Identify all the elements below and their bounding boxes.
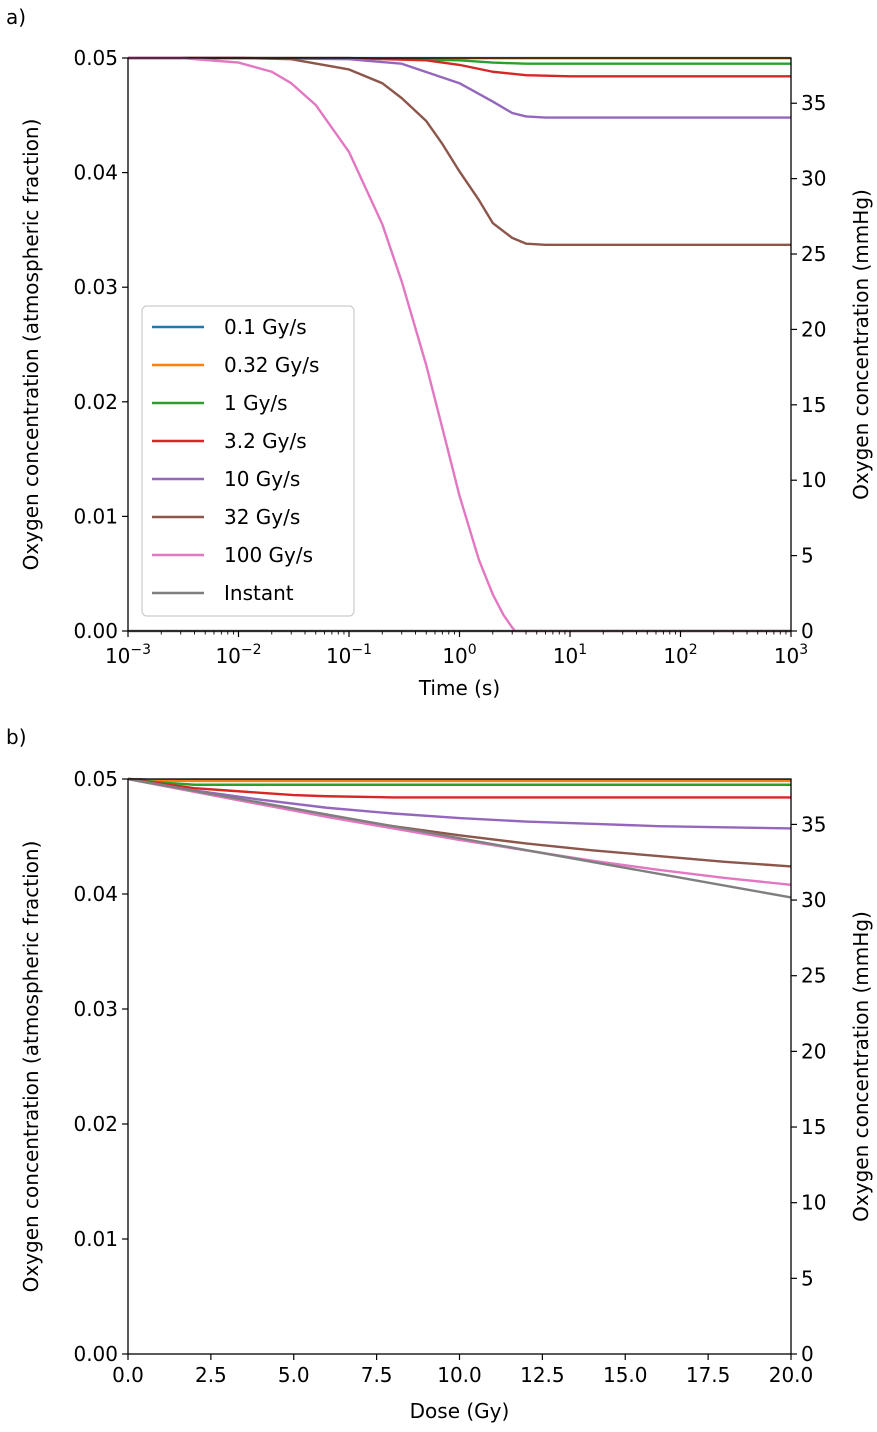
x-tick-label: 101 [553,642,587,668]
y2-axis-label: Oxygen concentration (mmHg) [849,911,873,1222]
series-line-10-gy-s [128,56,791,119]
y2-tick-label: 5 [801,544,814,568]
y2-tick-label: 25 [801,964,826,988]
series-line-10-gy-s [128,777,791,830]
y-tick-label: 0.03 [73,997,118,1021]
x-tick-label: 5.0 [278,1363,310,1387]
legend-label: 1 Gy/s [224,391,288,415]
legend-label: Instant [224,581,294,605]
y2-tick-label: 15 [801,393,826,417]
plot-frame [127,778,792,1355]
y-axis-label: Oxygen concentration (atmospheric fracti… [19,119,43,571]
x-tick-label: 10−2 [215,642,261,668]
y2-tick-label: 0 [801,619,814,643]
y-tick-label: 0.00 [73,1342,118,1366]
panel-a: a) 0.00 0.01 0.02 0.03 0.04 0.05 0 5 10 15 20 25 30 35… [6,5,873,700]
y-tick-label: 0.05 [73,46,118,70]
x-tick-label: 7.5 [361,1363,393,1387]
y2-tick-label: 30 [801,888,826,912]
y-tick-label: 0.05 [73,767,118,791]
y-tick-label: 0.00 [73,619,118,643]
x-axis-label: Dose (Gy) [410,1399,510,1423]
series-line-100-gy-s [128,777,791,886]
x-tick-label: 102 [663,642,697,668]
legend-label: 10 Gy/s [224,467,300,491]
x-tick-label: 103 [774,642,808,668]
y2-tick-label: 15 [801,1115,826,1139]
x-tick-label: 12.5 [520,1363,565,1387]
x-tick-label: 10.0 [437,1363,482,1387]
legend-label: 32 Gy/s [224,505,300,529]
x-tick-label: 100 [442,642,476,668]
y-tick-label: 0.04 [73,161,118,185]
x-tick-label: 17.5 [686,1363,731,1387]
panel-label: b) [6,725,27,749]
y2-tick-label: 30 [801,167,826,191]
y2-tick-label: 25 [801,242,826,266]
panel-label: a) [6,5,26,29]
x-tick-label: 15.0 [603,1363,648,1387]
y2-tick-label: 0 [801,1342,814,1366]
y-tick-label: 0.02 [73,1112,118,1136]
legend-label: 3.2 Gy/s [224,429,307,453]
series-line-3-2-gy-s [128,777,791,799]
x-tick-label: 20.0 [769,1363,814,1387]
legend-label: 0.32 Gy/s [224,353,319,377]
y2-tick-label: 20 [801,317,826,341]
legend-label: 0.1 Gy/s [224,315,307,339]
y-tick-label: 0.01 [73,504,118,528]
x-tick-label: 0.0 [112,1363,144,1387]
series-line-100-gy-s [128,56,791,633]
series-line-32-gy-s [128,56,791,246]
y-tick-label: 0.02 [73,390,118,414]
y-tick-label: 0.03 [73,275,118,299]
y2-tick-label: 20 [801,1039,826,1063]
y2-axis-label: Oxygen concentration (mmHg) [849,189,873,500]
y2-tick-label: 10 [801,1191,826,1215]
legend-label: 100 Gy/s [224,543,313,567]
y-axis-label: Oxygen concentration (atmospheric fracti… [19,841,43,1293]
panel-b: b) 0.00 0.01 0.02 0.03 0.04 0.05 0 5 10 15 20 25 30 35… [6,725,873,1423]
series-lines [128,777,791,899]
x-tick-label: 10−1 [326,642,372,668]
x-tick-label: 10−3 [105,642,151,668]
y2-tick-label: 10 [801,468,826,492]
series-line-instant [128,777,791,899]
y2-tick-label: 35 [801,812,826,836]
y-tick-label: 0.04 [73,882,118,906]
legend-box [141,305,355,617]
x-tick-label: 2.5 [195,1363,227,1387]
y2-tick-label: 35 [801,91,826,115]
y-tick-label: 0.01 [73,1227,118,1251]
legend: 0.1 Gy/s 0.32 Gy/s 1 Gy/s 3.2 Gy/s 10 Gy/s 32… [141,305,355,617]
y2-tick-label: 5 [801,1266,814,1290]
series-line-32-gy-s [128,777,791,868]
x-axis-label: Time (s) [418,676,500,700]
